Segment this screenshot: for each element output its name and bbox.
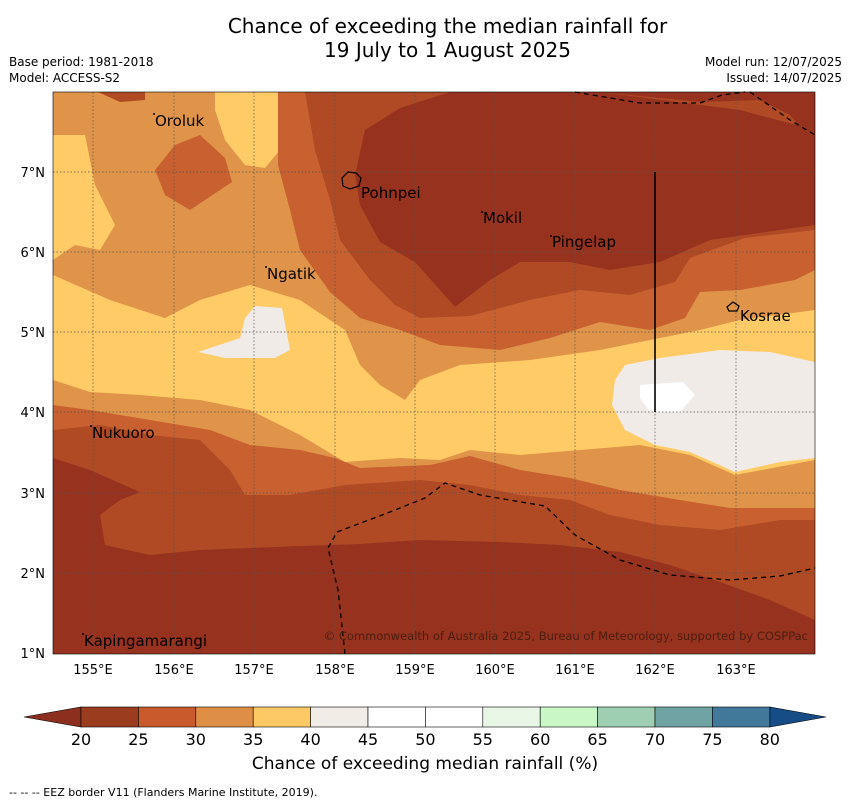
lat-tick-labels: 7°N 6°N 5°N 4°N 3°N 2°N 1°N: [21, 166, 46, 662]
lat-tick-label: 7°N: [21, 166, 46, 181]
lon-tick-label: 160°E: [475, 663, 515, 678]
colorbar-segment: [138, 706, 197, 728]
eez-footnote: -- -- -- EEZ border V11 (Flanders Marine…: [9, 786, 318, 799]
lat-tick-label: 2°N: [21, 567, 46, 582]
colorbar-tick-label: 20: [71, 730, 91, 749]
eez-border-line: [574, 91, 746, 104]
colorbar-segment: [310, 706, 369, 728]
colorbar-segment: [425, 706, 484, 728]
meta-left: Base period: 1981-2018 Model: ACCESS-S2: [9, 54, 154, 86]
meta-right: Model run: 12/07/2025 Issued: 14/07/2025: [705, 54, 842, 86]
place-marker: [481, 211, 483, 213]
base-period: Base period: 1981-2018: [9, 55, 154, 69]
lon-tick-label: 163°E: [716, 663, 756, 678]
place-labels: Oroluk Pohnpei Mokil Pingelap Ngatik Kos…: [84, 112, 791, 650]
model-run: Model run: 12/07/2025: [704, 55, 842, 69]
region-dark-south: [53, 458, 815, 654]
colorbar: 20 25 30 35 40 45 50 55 60 65 70 75 80: [23, 706, 827, 749]
eez-border-line: [327, 482, 816, 655]
place-marker: [90, 425, 92, 427]
model-name: Model: ACCESS-S2: [9, 71, 121, 85]
colorbar-segment: [252, 706, 311, 728]
colorbar-extend-low: [23, 706, 82, 728]
colorbar-tick-label: 80: [760, 730, 780, 749]
map-field: [53, 92, 815, 654]
lat-tick-label: 1°N: [21, 647, 46, 662]
lat-tick-label: 4°N: [21, 406, 46, 421]
region-white-east: [612, 350, 815, 472]
place-marker: [82, 633, 84, 635]
colorbar-title: Chance of exceeding median rainfall (%): [251, 754, 599, 774]
colorbar-tick-label: 35: [243, 730, 263, 749]
place-marker: [153, 113, 155, 115]
lon-tick-labels: 155°E 156°E 157°E 158°E 159°E 160°E 161°…: [73, 663, 756, 678]
region-dark-northeast: [355, 92, 815, 307]
colorbar-segment: [597, 706, 656, 728]
colorbar-segment: [712, 706, 771, 728]
colorbar-tick-label: 25: [128, 730, 148, 749]
lat-tick-label: 5°N: [21, 326, 46, 341]
colorbar-segment: [367, 706, 426, 728]
colorbar-tick-label: 75: [702, 730, 722, 749]
colorbar-tick-label: 60: [530, 730, 550, 749]
region-white-west: [198, 306, 290, 358]
colorbar-tick-label: 40: [300, 730, 320, 749]
colorbar-tick-label: 45: [358, 730, 378, 749]
lon-tick-label: 157°E: [234, 663, 274, 678]
lon-tick-label: 158°E: [315, 663, 355, 678]
lon-tick-label: 161°E: [555, 663, 595, 678]
place-marker: [550, 235, 552, 237]
copyright-text: © Commonwealth of Australia 2025, Bureau…: [324, 629, 808, 643]
colorbar-segment: [482, 706, 541, 728]
colorbar-segment: [654, 706, 713, 728]
colorbar-tick-label: 50: [415, 730, 435, 749]
lat-tick-label: 3°N: [21, 487, 46, 502]
chart-title-line1: Chance of exceeding the median rainfall …: [227, 14, 668, 38]
island-pohnpei-outline: [341, 171, 362, 190]
place-label: Kapingamarangi: [84, 632, 207, 650]
map-frame: [52, 91, 816, 655]
issued-date: Issued: 14/07/2025: [726, 71, 842, 85]
place-label: Mokil: [483, 209, 522, 227]
place-markers: [82, 113, 552, 635]
chart-title-line2: 19 July to 1 August 2025: [324, 38, 571, 62]
place-label: Kosrae: [740, 307, 791, 325]
place-marker: [265, 266, 267, 268]
colorbar-tick-label: 30: [186, 730, 206, 749]
lon-tick-label: 156°E: [154, 663, 194, 678]
lat-tick-label: 6°N: [21, 246, 46, 261]
place-label: Nukuoro: [92, 424, 155, 442]
place-label: Pingelap: [552, 233, 616, 251]
region-white-inner: [640, 382, 695, 412]
colorbar-segment: [539, 706, 598, 728]
place-label: Pohnpei: [361, 184, 421, 202]
colorbar-tick-label: 70: [645, 730, 665, 749]
colorbar-tick-label: 65: [587, 730, 607, 749]
place-label: Oroluk: [155, 112, 204, 130]
colorbar-segment: [80, 706, 139, 728]
region-brown-topleft: [98, 92, 145, 102]
eez-border-line: [749, 91, 816, 136]
place-label: Ngatik: [267, 265, 316, 283]
colorbar-segment: [195, 706, 254, 728]
island-kosrae-outline: [726, 301, 740, 312]
lon-tick-label: 162°E: [635, 663, 675, 678]
lon-tick-label: 155°E: [73, 663, 113, 678]
eez-borders: [327, 91, 816, 655]
colorbar-tick-label: 55: [473, 730, 493, 749]
lon-tick-label: 159°E: [395, 663, 435, 678]
colorbar-extend-high: [769, 706, 827, 728]
region-yellow-topleft: [53, 135, 115, 260]
